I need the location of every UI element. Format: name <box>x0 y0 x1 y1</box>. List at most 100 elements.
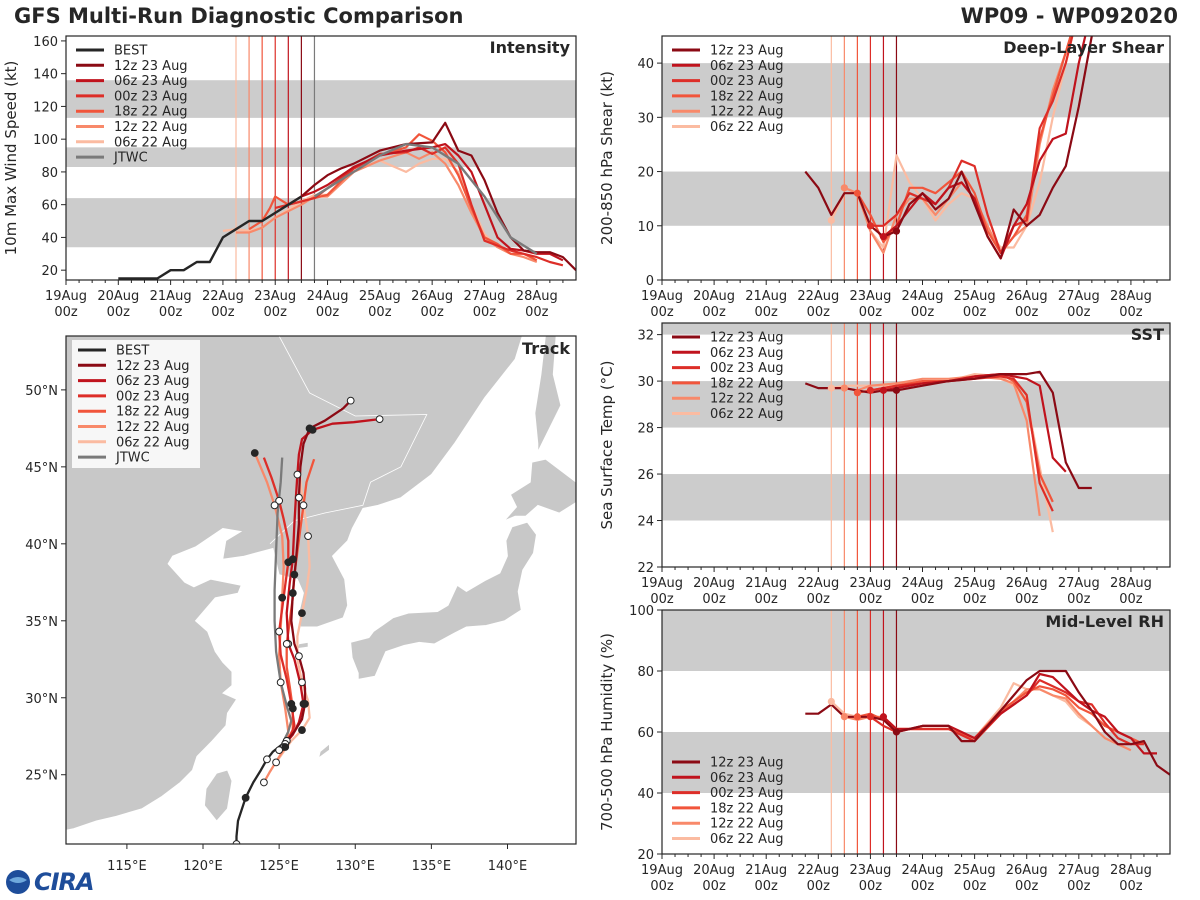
globe-icon <box>6 870 30 894</box>
track-point-18z-22-aug <box>288 704 297 713</box>
track-point-06z-23-aug <box>293 470 302 479</box>
track-point-00z-23-aug <box>284 558 293 567</box>
shear-frame <box>661 35 1171 281</box>
legend-label-06z-23-aug: 06z 23 Aug <box>116 374 190 389</box>
track-point-00z-23-aug <box>275 627 284 636</box>
sst-init-point-00z-23-aug <box>866 386 875 394</box>
land-sakhalin <box>534 336 562 452</box>
track-point-06z-22-aug <box>298 609 306 617</box>
legend-label-18z-22-aug: 18z 22 Aug <box>116 405 190 420</box>
intensity-series-18z-22-aug <box>248 133 538 262</box>
intensity-series-best <box>118 195 303 280</box>
intensity-series-jtwc <box>313 142 538 255</box>
shear-xtick-label: 19Aug <box>641 289 683 304</box>
intensity-xtick-label: 00z <box>264 305 288 320</box>
track-point-12z-23-aug <box>346 396 355 405</box>
map-border-line <box>269 336 428 545</box>
rh-xtick-label: 00z <box>911 879 935 894</box>
track-point-06z-23-aug <box>299 700 308 708</box>
storm-id-title: WP09 - WP092020 <box>960 4 1178 28</box>
panel-sst: 22242628303219Aug00z20Aug00z21Aug00z22Au… <box>598 322 1171 607</box>
track-point-best <box>263 755 271 764</box>
intensity-xtick-label: 00z <box>54 305 78 320</box>
track-ytick-label: 50°N <box>25 384 58 399</box>
rh-xtick-label: 00z <box>702 879 726 894</box>
intensity-frame <box>65 35 577 281</box>
legend-label-12z-22-aug: 12z 22 Aug <box>114 120 188 135</box>
legend-label-jtwc: JTWC <box>113 151 148 166</box>
sst-xtick-label: 00z <box>1119 592 1143 607</box>
legend-label-12z-22-aug: 12z 22 Aug <box>710 105 784 120</box>
shear-series-12z-23-aug <box>804 36 1094 260</box>
sst-ytick-label: 22 <box>637 561 654 576</box>
rh-init-point-18z-22-aug <box>853 713 861 721</box>
intensity-xtick-label: 25Aug <box>359 289 401 304</box>
shear-xtick-label: 22Aug <box>797 289 839 304</box>
intensity-xtick-label: 19Aug <box>45 289 87 304</box>
shear-xtick-label: 23Aug <box>849 289 891 304</box>
track-point-12z-22-aug <box>276 678 285 687</box>
sst-xtick-label: 28Aug <box>1110 576 1152 591</box>
track-point-18z-22-aug <box>282 639 291 648</box>
shear-xtick-label: 28Aug <box>1110 289 1152 304</box>
legend-label-06z-23-aug: 06z 23 Aug <box>710 771 784 786</box>
legend-label-12z-22-aug: 12z 22 Aug <box>116 420 190 435</box>
track-ytick-label: 35°N <box>25 615 58 630</box>
sst-title: SST <box>1131 325 1164 344</box>
sst-xtick-label: 26Aug <box>1006 576 1048 591</box>
shear-ytick-label: 40 <box>637 57 654 72</box>
intensity-xtick-label: 23Aug <box>254 289 296 304</box>
legend-label-06z-22-aug: 06z 22 Aug <box>710 120 784 135</box>
legend-label-06z-22-aug: 06z 22 Aug <box>710 832 784 847</box>
track-xtick-label: 115°E <box>107 859 147 874</box>
rh-init-point-12z-23-aug <box>892 728 901 736</box>
track-point-best <box>241 793 250 802</box>
track-point-12z-23-aug <box>295 652 303 661</box>
track-point-12z-23-aug <box>295 493 303 502</box>
sst-series-12z-22-aug <box>844 375 1041 517</box>
sst-xtick-label: 24Aug <box>902 576 944 591</box>
shear-xtick-label: 25Aug <box>954 289 996 304</box>
rh-ytick-label: 60 <box>637 726 654 741</box>
sst-frame <box>661 322 1171 568</box>
legend-label-12z-23-aug: 12z 23 Aug <box>114 59 188 74</box>
rh-init-point-12z-22-aug <box>840 713 848 721</box>
rh-xtick-label: 00z <box>807 879 831 894</box>
track-xtick-label: 125°E <box>259 859 299 874</box>
sst-xtick-label: 19Aug <box>641 576 683 591</box>
sst-xtick-label: 25Aug <box>954 576 996 591</box>
logo-text: CIRA <box>34 868 95 896</box>
intensity-xtick-label: 22Aug <box>202 289 244 304</box>
sst-init-point-06z-23-aug <box>879 386 888 394</box>
rh-xtick-label: 24Aug <box>902 863 944 878</box>
sst-init-point-06z-22-aug <box>827 384 835 392</box>
track-point-12z-22-aug <box>278 593 287 602</box>
shear-init-point-12z-22-aug <box>840 184 848 192</box>
intensity-xtick-label: 00z <box>316 305 340 320</box>
shear-xtick-label: 00z <box>702 305 726 320</box>
legend-label-18z-22-aug: 18z 22 Aug <box>710 376 784 391</box>
sst-band <box>662 381 1170 428</box>
sst-xtick-label: 00z <box>859 592 883 607</box>
shear-ytick-label: 10 <box>637 220 654 235</box>
rh-series-12z-23-aug <box>805 669 1170 776</box>
legend-label-06z-22-aug: 06z 22 Aug <box>116 435 190 450</box>
intensity-xtick-label: 28Aug <box>516 289 558 304</box>
sst-ytick-label: 24 <box>637 515 654 530</box>
sst-band <box>662 474 1170 521</box>
track-frame <box>65 335 577 845</box>
legend-label-00z-23-aug: 00z 23 Aug <box>710 361 784 376</box>
shear-xtick-label: 00z <box>650 305 674 320</box>
sst-xtick-label: 00z <box>1067 592 1091 607</box>
legend-label-12z-22-aug: 12z 22 Aug <box>710 817 784 832</box>
sst-init-point-12z-22-aug <box>840 384 848 392</box>
rh-ytick-label: 100 <box>629 604 654 619</box>
intensity-xtick-label: 00z <box>525 305 549 320</box>
rh-xtick-label: 00z <box>859 879 883 894</box>
rh-xtick-label: 20Aug <box>693 863 735 878</box>
shear-xtick-label: 20Aug <box>693 289 735 304</box>
intensity-xtick-label: 20Aug <box>97 289 139 304</box>
track-point-12z-22-aug <box>281 743 290 751</box>
rh-xtick-label: 00z <box>1067 879 1091 894</box>
